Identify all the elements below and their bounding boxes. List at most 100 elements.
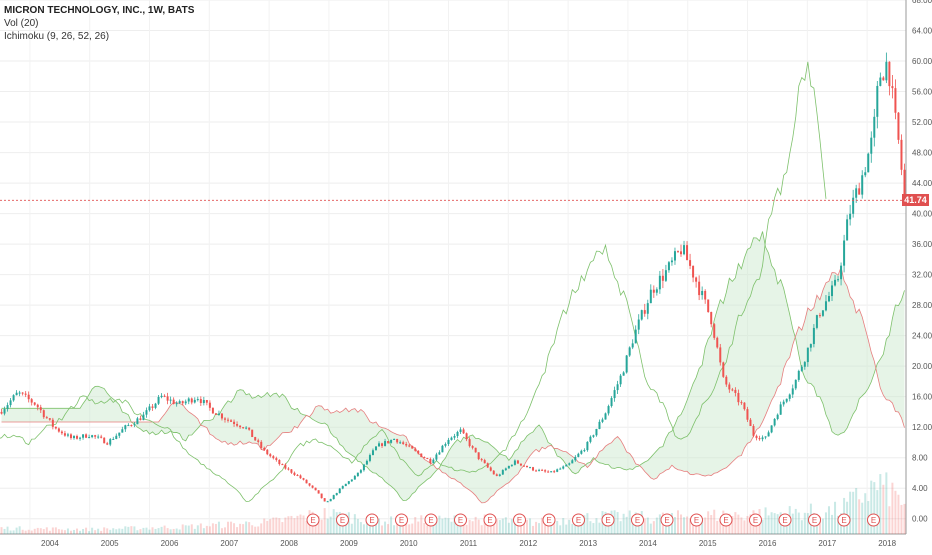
candle-body [891,86,894,89]
candle-body [121,429,124,433]
earnings-marker-label: E [605,516,610,525]
earnings-marker-label: E [517,516,522,525]
volume-bar [625,516,628,534]
volume-bar [740,517,743,534]
candle-body [752,426,755,436]
volume-bar [547,518,550,534]
candle-body [453,436,456,438]
volume-bar [538,523,541,534]
volume-bar [676,510,679,534]
candle-body [332,495,335,500]
volume-bar [522,518,525,534]
volume-bar [27,529,30,534]
candle-body [196,399,199,401]
volume-bar [806,513,809,534]
y-tick-label: 12.00 [912,423,932,432]
earnings-marker [808,513,821,527]
y-tick-label: 60.00 [912,57,932,66]
candle-body [163,395,166,397]
candle-body [649,289,652,304]
candle-body [432,459,435,464]
volume-bar [121,528,124,534]
volume-bar [420,515,423,534]
volume-bar [399,519,402,534]
y-tick-label: 24.00 [912,332,932,341]
volume-bar [190,524,193,534]
volume-bar [359,522,362,534]
candle-body [242,427,245,429]
x-tick-label: 2007 [220,539,238,548]
volume-bar [12,530,15,534]
volume-bar [574,524,577,534]
volume-bar [260,523,263,534]
candle-body [604,413,607,420]
volume-bar [0,527,3,534]
candle-body [39,407,42,411]
candle-body [79,437,82,439]
volume-bar [450,521,453,534]
candle-body [607,406,610,414]
candle-body [680,251,683,255]
volume-bar [193,528,196,534]
volume-bar [441,518,444,534]
volume-indicator-label[interactable]: Vol (20) [4,18,39,29]
volume-bar [827,506,830,534]
volume-bar [205,525,208,534]
volume-bar [57,529,60,534]
volume-bar [550,522,553,534]
candle-body [538,469,541,471]
candle-body [619,375,622,385]
candle-body [311,485,314,488]
volume-bar [824,512,827,534]
candle-body [628,347,631,356]
candle-body [136,418,139,425]
x-tick-label: 2012 [519,539,537,548]
volume-bar [148,529,151,534]
volume-bar [510,519,513,534]
candle-body [118,432,121,436]
candle-body [492,470,495,475]
volume-bar [220,528,223,534]
volume-bar [870,480,873,534]
volume-bar [365,522,368,534]
candle-body [858,188,861,195]
volume-bar [33,528,36,534]
earnings-marker-label: E [458,516,463,525]
volume-bar [227,521,230,534]
candle-body [82,434,85,438]
ichimoku-indicator-label[interactable]: Ichimoku (9, 26, 52, 26) [4,31,110,42]
volume-bar [254,526,257,534]
volume-bar [82,529,85,534]
volume-bar [541,517,544,534]
candle-body [740,402,743,404]
candle-body [658,275,661,290]
candle-body [894,88,897,113]
volume-bar [852,491,855,534]
volume-bar [888,506,891,534]
volume-bar [501,518,504,534]
candle-body [867,153,870,173]
candle-body [66,434,69,436]
volume-bar [864,493,867,534]
volume-bar [142,527,145,534]
candle-body [287,468,290,470]
candle-body [758,438,761,440]
candle-body [782,401,785,405]
candle-body [278,459,281,465]
candle-body [362,464,365,471]
volume-bar [468,519,471,534]
volume-bar [592,523,595,534]
volume-bar [465,524,468,534]
volume-bar [154,528,157,534]
volume-bar [230,521,233,534]
volume-bar [45,527,48,534]
candle-body [227,419,230,421]
candle-body [157,397,160,404]
earnings-marker [749,513,762,527]
volume-bar [284,517,287,534]
candle-body [27,394,30,400]
volume-bar [686,516,689,534]
volume-bar [474,516,477,534]
